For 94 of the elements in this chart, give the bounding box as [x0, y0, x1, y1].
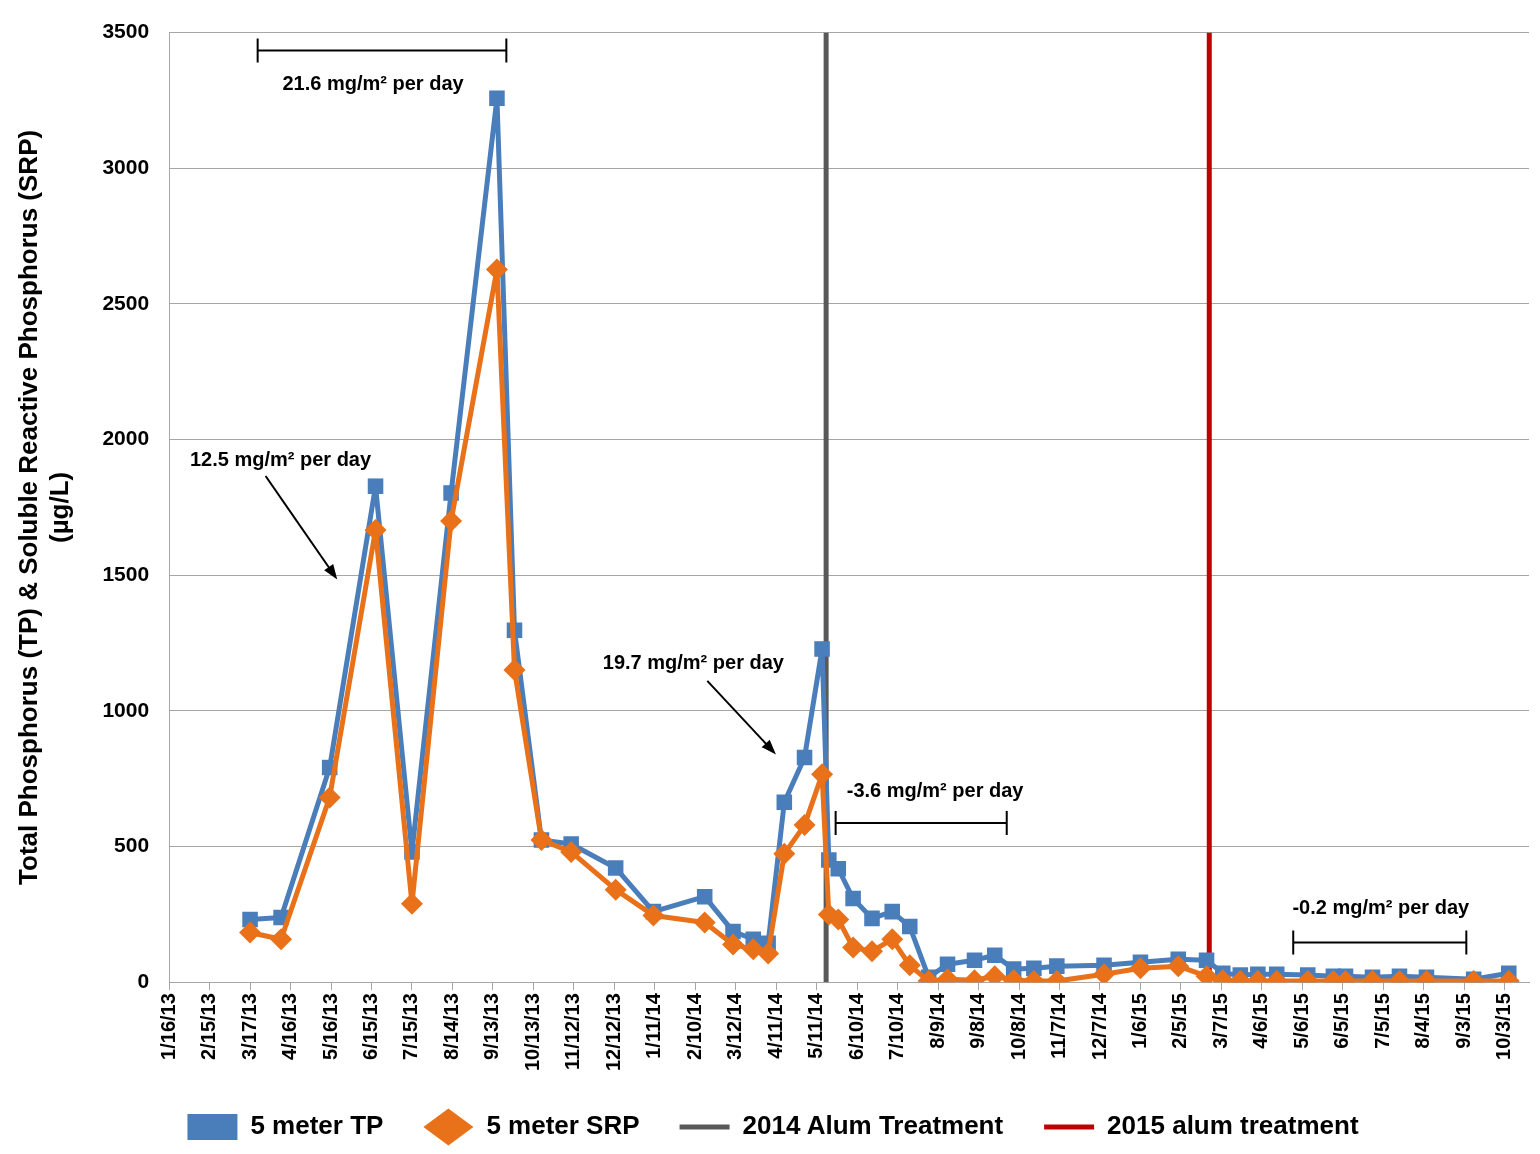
- point: [842, 936, 865, 959]
- point: [773, 842, 796, 865]
- x-tick-label: 10/8/14: [1006, 992, 1029, 1060]
- point: [793, 814, 816, 837]
- x-tick-label: 12/7/14: [1087, 992, 1110, 1060]
- x-tick-label: 1/6/15: [1127, 993, 1150, 1049]
- point: [776, 794, 793, 811]
- y-tick-label: 500: [114, 833, 150, 857]
- x-tick-label: 4/6/15: [1249, 993, 1272, 1049]
- point: [864, 910, 880, 927]
- point: [400, 892, 423, 915]
- point: [939, 956, 956, 973]
- x-tick-label: 12/12/13: [601, 993, 624, 1072]
- x-tick-label: 7/15/13: [399, 993, 422, 1060]
- point: [966, 952, 983, 968]
- point: [986, 947, 1003, 964]
- point: [604, 878, 627, 901]
- x-tick-label: 9/3/15: [1451, 993, 1474, 1049]
- point: [642, 904, 665, 927]
- y-tick-label: 3000: [102, 155, 150, 179]
- point: [845, 890, 861, 907]
- point: [796, 749, 813, 766]
- point: [503, 658, 526, 681]
- annotation: 21.6 mg/m² per day: [282, 71, 465, 94]
- x-tick-label: 10/13/13: [520, 993, 543, 1072]
- y-tick-label: 1500: [102, 562, 150, 585]
- point: [485, 258, 508, 281]
- point: [239, 921, 262, 944]
- x-tick-label: 3/17/13: [237, 993, 260, 1060]
- annotation: -0.2 mg/m² per day: [1292, 895, 1471, 918]
- point: [901, 918, 918, 935]
- x-tick-label: 2/15/13: [197, 993, 220, 1060]
- x-tick-label: 10/3/15: [1492, 993, 1515, 1060]
- legend-label: 5 meter TP: [250, 1110, 384, 1141]
- x-tick-label: 8/4/15: [1411, 993, 1434, 1049]
- point: [696, 888, 713, 905]
- point: [318, 786, 341, 809]
- point: [440, 509, 463, 532]
- point: [830, 860, 847, 877]
- point: [367, 478, 384, 494]
- x-tick-label: 3/12/14: [723, 992, 746, 1060]
- x-tick-label: 4/11/14: [763, 992, 786, 1059]
- point: [560, 840, 583, 863]
- point: [270, 928, 293, 951]
- x-tick-label: 11/7/14: [1047, 992, 1070, 1059]
- y-tick-label: 0: [137, 968, 150, 992]
- point: [364, 518, 387, 541]
- legend-label: 5 meter SRP: [486, 1110, 640, 1141]
- point: [884, 903, 901, 920]
- point: [1198, 952, 1215, 968]
- y-tick-label: 3500: [102, 19, 150, 43]
- point: [1049, 958, 1065, 974]
- x-tick-label: 8/14/13: [439, 993, 462, 1060]
- point: [693, 911, 716, 934]
- point: [1129, 957, 1152, 980]
- x-tick-label: 9/13/13: [480, 993, 503, 1060]
- x-tick-label: 3/7/15: [1208, 993, 1231, 1049]
- x-tick-label: 9/8/14: [966, 992, 989, 1049]
- point: [881, 928, 904, 951]
- y-tick-label: 2500: [102, 290, 150, 314]
- y-tick-label: 2000: [102, 426, 150, 450]
- annotation: 12.5 mg/m² per day: [189, 448, 372, 471]
- x-tick-label: 8/9/14: [925, 992, 948, 1049]
- point: [814, 641, 830, 657]
- x-tick-label: 4/16/13: [278, 993, 301, 1060]
- x-tick-label: 5/11/14: [804, 992, 827, 1059]
- point: [742, 938, 765, 961]
- annotation: 19.7 mg/m² per day: [602, 651, 785, 674]
- x-tick-label: 11/12/13: [561, 993, 584, 1070]
- y-tick-label: 1000: [102, 697, 150, 721]
- x-tick-label: 6/5/15: [1330, 993, 1353, 1049]
- x-tick-label: 7/10/14: [885, 992, 908, 1060]
- x-tick-label: 6/15/13: [359, 993, 381, 1060]
- x-tick-label: 1/16/13: [156, 993, 179, 1060]
- point: [1093, 963, 1116, 983]
- point: [607, 860, 624, 876]
- x-tick-label: 5/6/15: [1289, 993, 1312, 1049]
- x-tick-label: 2/10/14: [682, 992, 705, 1060]
- legend-label: 2015 alum treatment: [1107, 1110, 1359, 1141]
- x-tick-label: 5/16/13: [318, 993, 341, 1060]
- x-tick-label: 1/11/14: [642, 992, 665, 1059]
- x-tick-label: 6/10/14: [844, 992, 867, 1060]
- annotation: -3.6 mg/m² per day: [846, 778, 1025, 801]
- point: [898, 954, 921, 977]
- point: [1167, 955, 1190, 978]
- x-tick-label: 2/5/15: [1168, 993, 1191, 1049]
- point: [489, 90, 505, 107]
- x-tick-label: 7/5/15: [1370, 993, 1393, 1049]
- point: [757, 942, 780, 965]
- y-axis-title: Total Phosphorus (TP) & Soluble Reactive Phosphorus (SRP) (µg/L): [12, 129, 74, 885]
- point: [860, 940, 883, 963]
- point: [722, 933, 745, 956]
- point: [811, 763, 834, 786]
- legend-label: 2014 Alum Treatment: [742, 1110, 1004, 1141]
